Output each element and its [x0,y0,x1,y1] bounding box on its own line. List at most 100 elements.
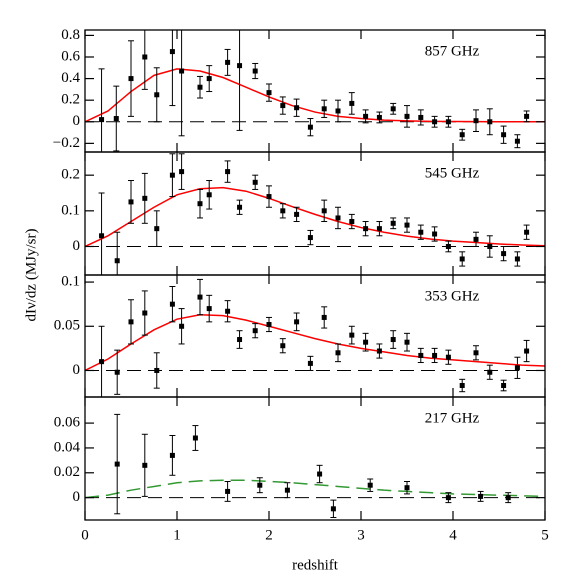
panel: −0.2 0 0.2 0.4 0.6 0.8 857 GHz [53,27,546,153]
data-point [206,192,212,198]
panel: 0 0.1 0.2 545 GHz [61,151,546,276]
data-point [501,383,507,389]
model-curve [85,68,545,123]
plot-area [85,153,545,275]
data-point [294,105,300,111]
data-point [142,54,148,60]
data-point [142,462,148,468]
data-point [280,343,286,349]
data-point [487,119,493,125]
y-tick-label: 0.1 [61,274,80,290]
y-tick-label: 0 [73,489,81,505]
y-tick-label: 0 [73,362,81,378]
plot-area [85,413,545,519]
data-point [445,354,451,360]
model-curve [85,186,545,248]
data-point [284,487,290,493]
data-point [404,222,410,228]
data-point [99,233,105,239]
data-point [169,301,175,307]
data-point [524,348,530,354]
model-curve [85,314,545,372]
y-tick-label: 0 [73,113,81,129]
x-tick-label: 1 [173,527,181,543]
data-point [114,258,120,264]
panel: 0 0.02 0.04 0.06 0 1 2 3 4 5 217 GHz [54,396,549,543]
data-point [266,90,272,96]
data-point [128,319,134,325]
data-point [501,132,507,138]
data-point [445,495,451,501]
data-point [514,138,520,144]
y-tick-label: 0.04 [54,439,81,455]
y-tick-label: 0.02 [54,464,80,480]
data-point [349,100,355,106]
data-point [376,114,382,120]
data-point [197,294,203,300]
x-tick-label: 5 [541,527,549,543]
data-point [237,204,243,210]
plot-area [85,30,545,152]
data-point [404,339,410,345]
data-point [321,208,327,214]
data-point [390,337,396,343]
data-point [99,117,105,123]
data-point [524,113,530,119]
data-point [294,319,300,325]
data-point [179,323,185,329]
data-point [473,350,479,356]
data-point [367,482,373,488]
panel-label: 353 GHz [425,288,480,304]
data-point [280,103,286,109]
panel-label: 217 GHz [425,410,480,426]
data-point [252,68,258,74]
panel-frame [84,396,546,521]
data-point [363,226,369,232]
data-point [505,495,511,501]
data-point [154,367,160,373]
data-point [363,113,369,119]
data-point [142,195,148,201]
data-point [335,215,341,221]
data-point [404,485,410,491]
model-curve [85,479,545,499]
data-point [154,226,160,232]
data-point [197,201,203,207]
y-tick-label: 0.2 [61,167,80,183]
data-point [237,337,243,343]
x-tick-label: 2 [265,527,273,543]
data-point [225,308,231,314]
data-point [317,471,323,477]
panel: 0 0.05 0.1 353 GHz [54,274,546,398]
data-point [99,359,105,365]
data-point [266,322,272,328]
data-point [197,84,203,90]
data-point [349,332,355,338]
data-point [321,314,327,320]
panel-label: 857 GHz [425,43,480,59]
data-point [179,169,185,175]
data-point [128,199,134,205]
y-tick-label: 0.2 [61,92,80,108]
data-point [459,132,465,138]
data-point [321,106,327,112]
data-point [445,119,451,125]
data-point [114,461,120,467]
y-tick-label: 0.4 [61,70,80,86]
y-tick-label: 0.06 [54,415,81,431]
data-point [335,108,341,114]
data-point [487,243,493,249]
data-point [237,63,243,69]
data-point [418,114,424,120]
data-point [113,116,119,122]
data-point [114,369,120,375]
data-point [404,113,410,119]
panel-label: 545 GHz [425,165,480,181]
data-point [473,236,479,242]
data-point [418,229,424,235]
data-point [390,106,396,112]
data-point [478,493,484,499]
data-point [206,306,212,312]
x-tick-label: 4 [449,527,457,543]
data-point [390,220,396,226]
